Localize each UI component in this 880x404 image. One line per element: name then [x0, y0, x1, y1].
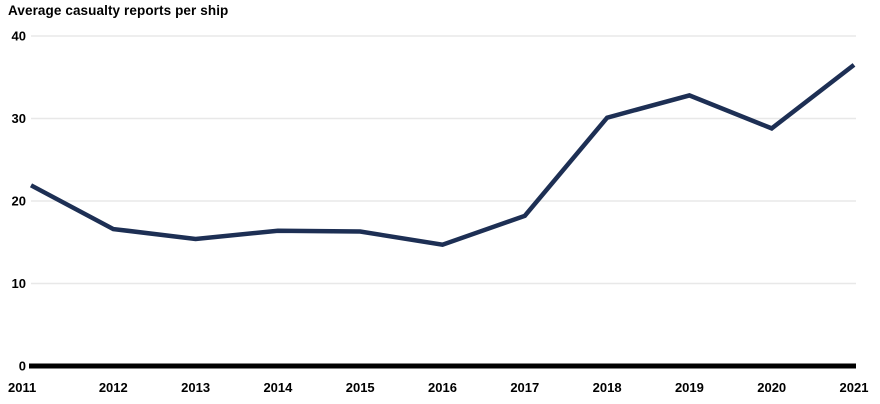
- y-tick-label-30: 30: [12, 111, 26, 126]
- x-tick-label-2015: 2015: [346, 380, 375, 395]
- y-tick-label-40: 40: [12, 29, 26, 44]
- x-tick-label-2012: 2012: [99, 380, 128, 395]
- data-line-series: [29, 63, 856, 248]
- x-tick-label-2018: 2018: [593, 380, 622, 395]
- y-tick-label-10: 10: [12, 276, 26, 291]
- y-tick-label-0: 0: [19, 359, 26, 374]
- x-tick-label-2014: 2014: [263, 380, 293, 395]
- x-tick-label-2017: 2017: [510, 380, 539, 395]
- x-tick-label-2016: 2016: [428, 380, 457, 395]
- x-tick-label-2019: 2019: [675, 380, 704, 395]
- x-tick-label-2011: 2011: [8, 380, 36, 395]
- x-tick-label-2013: 2013: [181, 380, 210, 395]
- chart-title: Average casualty reports per ship: [8, 3, 229, 18]
- x-tick-label-2021: 2021: [840, 380, 869, 395]
- y-tick-label-20: 20: [12, 194, 26, 209]
- x-tick-label-2020: 2020: [757, 380, 786, 395]
